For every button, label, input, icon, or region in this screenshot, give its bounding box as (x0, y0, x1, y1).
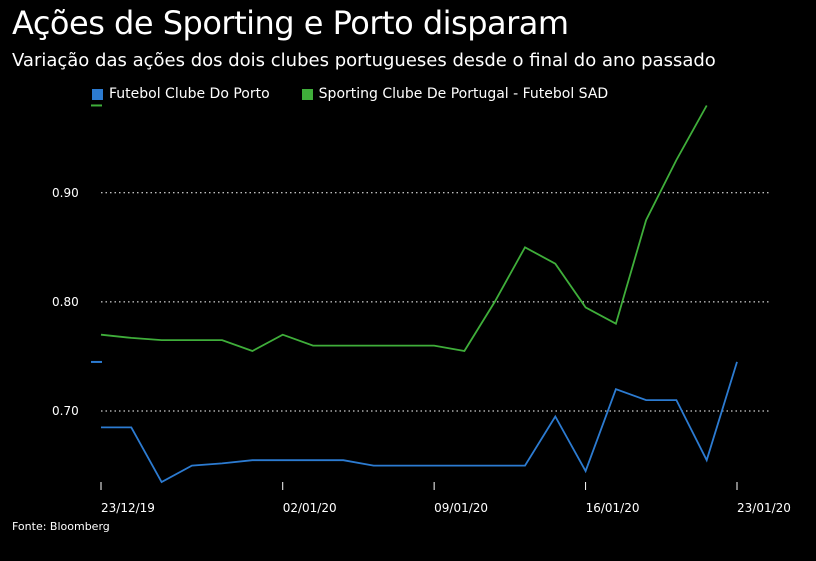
chart-subtitle: Variação das ações dos dois clubes portu… (12, 50, 716, 71)
legend-label-sporting: Sporting Clube De Portugal - Futebol SAD (318, 86, 609, 102)
x-tick-label: 09/01/20 (434, 501, 488, 515)
x-tick-label: 23/01/20 (737, 501, 791, 515)
chart-title: Ações de Sporting e Porto disparam (12, 4, 569, 42)
series-line-1 (100, 105, 708, 352)
y-tick-label: 0.80 (52, 295, 79, 309)
x-tick-label: 23/12/19 (101, 501, 155, 515)
legend-swatch-sporting (301, 88, 313, 100)
y-tick-label: 0.70 (52, 404, 79, 418)
legend-item-porto: Futebol Clube Do Porto (92, 86, 270, 102)
series-line-0 (101, 361, 738, 484)
legend-label-porto: Futebol Clube Do Porto (109, 86, 270, 102)
y-tick-label: 0.90 (52, 186, 79, 200)
legend: Futebol Clube Do Porto Sporting Clube De… (92, 86, 608, 102)
x-tick-label: 16/01/20 (586, 501, 640, 515)
source-note: Fonte: Bloomberg (12, 520, 110, 533)
legend-swatch-porto (92, 88, 103, 100)
x-tick-label: 02/01/20 (283, 501, 337, 515)
legend-item-sporting: Sporting Clube De Portugal - Futebol SAD (301, 86, 609, 102)
